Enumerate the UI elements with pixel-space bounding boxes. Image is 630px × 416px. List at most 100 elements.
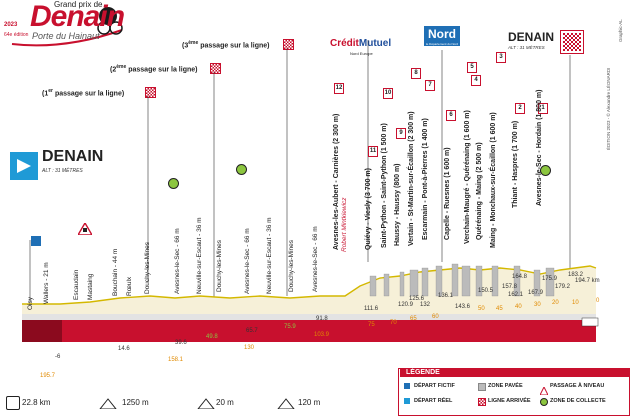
logo-year: 2023: [4, 22, 18, 28]
summary-climb-2: 20 m: [216, 398, 234, 407]
passage-1: (1er passage sur la ligne): [42, 88, 125, 98]
km-rem-70: 70: [390, 320, 397, 326]
town-neuville-2: Neuville-sur-Escaut - 36 m: [266, 217, 273, 294]
logo-swoosh: [11, 7, 123, 47]
legend-reel-icon: [404, 398, 410, 404]
sector-6-label: Capelle - Ruesnes (1 600 m): [444, 147, 451, 240]
town-avesnes-2: Avesnes-le-Sec - 66 m: [244, 228, 251, 294]
km-rem-45: 45: [496, 306, 503, 312]
km-111: 111.6: [364, 306, 379, 312]
logo-grand-prix: Grand prix de: [54, 0, 103, 9]
km-91: 91.8: [316, 316, 328, 322]
km-183: 183.2: [568, 272, 584, 278]
summary-climb-1: 1250 m: [122, 398, 149, 407]
km-157: 157.8: [502, 284, 518, 290]
town-wallers: Wallers - 21 m: [43, 262, 50, 304]
sector-11-label: Quiévy - Viesly (3 700 m): [365, 168, 372, 250]
finish-name: DENAIN: [508, 30, 555, 44]
passage-3: (3ème passage sur la ligne): [182, 40, 270, 50]
sector-10-label: Saint-Python - Saint-Python (1 500 m): [381, 123, 388, 248]
start-name: DENAIN: [42, 148, 104, 165]
km-rem-65: 65: [410, 316, 417, 322]
logo-edition: 64e édition: [4, 32, 29, 38]
km-rem-195: 195.7: [40, 373, 56, 379]
km-green-49: 49.8: [206, 334, 218, 340]
km-rem-10: 10: [572, 300, 579, 306]
finish-alt: ALT : 31 MÈTRES: [508, 45, 545, 50]
town-douchy-3: Douchy-les-Mines: [288, 239, 295, 292]
depart-fictif-icon: [31, 236, 41, 246]
km-rem-60: 60: [432, 314, 439, 320]
sector-12-note: Robert Mintkiewicz: [341, 197, 348, 252]
town-avesnes-3: Avesnes-le-Sec - 66 m: [312, 226, 319, 292]
km-rem-130: 130: [244, 345, 255, 351]
km-164: 164.8: [512, 274, 528, 280]
km-39: 39.6: [175, 340, 187, 346]
start-arrow-icon: [17, 159, 31, 173]
sector-7-badge: 7: [425, 80, 435, 91]
sector-9-label: Haussy - Haussy (800 m): [394, 163, 401, 247]
summary-climb-3: 120 m: [298, 398, 321, 407]
legend-crossing-icon: [539, 382, 549, 400]
sponsor-credit-mutuel: CréditMutuel: [330, 38, 392, 49]
sector-8-badge: 8: [411, 68, 421, 79]
km-143: 143.6: [455, 304, 471, 310]
sector-10-badge: 10: [383, 88, 393, 99]
legend-title: LÉGENDE: [400, 368, 630, 377]
sector-4-badge: 4: [471, 75, 481, 86]
sector-4-label: Quérénaing - Maing (2 500 m): [476, 142, 483, 240]
start-alt: ALT : 31 MÈTRES: [42, 168, 83, 174]
logo: [4, 2, 124, 50]
collection-zone-icon-2: [236, 164, 247, 175]
sector-3-badge: 3: [496, 52, 506, 63]
sponsor-nord-sub: le Département du Nord: [425, 42, 459, 46]
sector-1-label: Avesnes-le-Sec - Hordain (1 800 m): [536, 89, 543, 206]
km-finish: 194.7 km: [575, 278, 600, 284]
logo-title: Denain: [30, 0, 125, 33]
passage-3-flag-icon: [283, 39, 294, 50]
km-162: 162.1: [508, 292, 524, 298]
distance-icon: [6, 396, 20, 410]
sector-6-badge: 6: [446, 110, 456, 121]
km-rem-50: 50: [478, 306, 485, 312]
town-oisy: Oisy: [27, 297, 34, 310]
logo-subtitle: Porte du Hainaut: [32, 31, 100, 41]
km-rem-30: 30: [534, 302, 541, 308]
collection-zone-icon-3: [540, 165, 551, 176]
sector-3-label: Maing - Monchaux-sur-Écaillon (1 600 m): [490, 112, 497, 248]
km-150: 150.5: [478, 288, 494, 294]
town-escaudain: Escaudain: [73, 269, 80, 300]
sponsor-nord: Nord: [424, 26, 460, 46]
legend-finish-icon: [478, 398, 486, 406]
town-avesnes-1: Avesnes-le-Sec - 66 m: [174, 228, 181, 294]
legend-fictif-icon: [404, 383, 410, 389]
sector-5-label: Verchain-Maugré - Quérénaing (1 600 m): [464, 110, 471, 244]
summary-distance: 22.8 km: [22, 398, 51, 407]
sector-2-label: Thiant - Haspres (1 700 m): [512, 120, 519, 208]
town-douchy-1: Douchy-les-Mines: [144, 241, 151, 294]
sector-9-badge: 9: [396, 128, 406, 139]
passage-1-flag-icon: [145, 87, 156, 98]
sponsor-credit-mutuel-sub: Nord Europe: [350, 51, 373, 56]
collection-zone-icon-1: [168, 178, 179, 189]
km-132: 132: [420, 302, 431, 308]
km-125: 125.6: [409, 296, 425, 302]
town-mastaing: Mastaing: [87, 273, 94, 300]
km-rem-0: 0: [596, 298, 600, 304]
km-120: 120.9: [398, 302, 414, 308]
town-roeulx: Rœulx: [126, 276, 133, 296]
km-14: 14.6: [118, 346, 130, 352]
sector-2-badge: 2: [515, 103, 525, 114]
passage-2-flag-icon: [210, 63, 221, 74]
finish-flag-icon: [560, 30, 584, 54]
km-rem-20: 20: [552, 300, 559, 306]
sector-7-label: Escarmain - Pont-à-Pierres (1 400 m): [422, 118, 429, 240]
copyright: ÉDITION 2023 - © Alexandre LÉONARDI: [606, 67, 611, 150]
sector-11-badge: 11: [368, 146, 378, 157]
sector-12-badge: 12: [334, 83, 344, 94]
town-bouchain: Bouchain - 44 m: [112, 248, 119, 296]
km-rem-75: 75: [368, 322, 375, 328]
km-rem-40: 40: [515, 304, 522, 310]
legend-ligne-arrivee: LIGNE ARRIVÉE: [488, 398, 531, 404]
